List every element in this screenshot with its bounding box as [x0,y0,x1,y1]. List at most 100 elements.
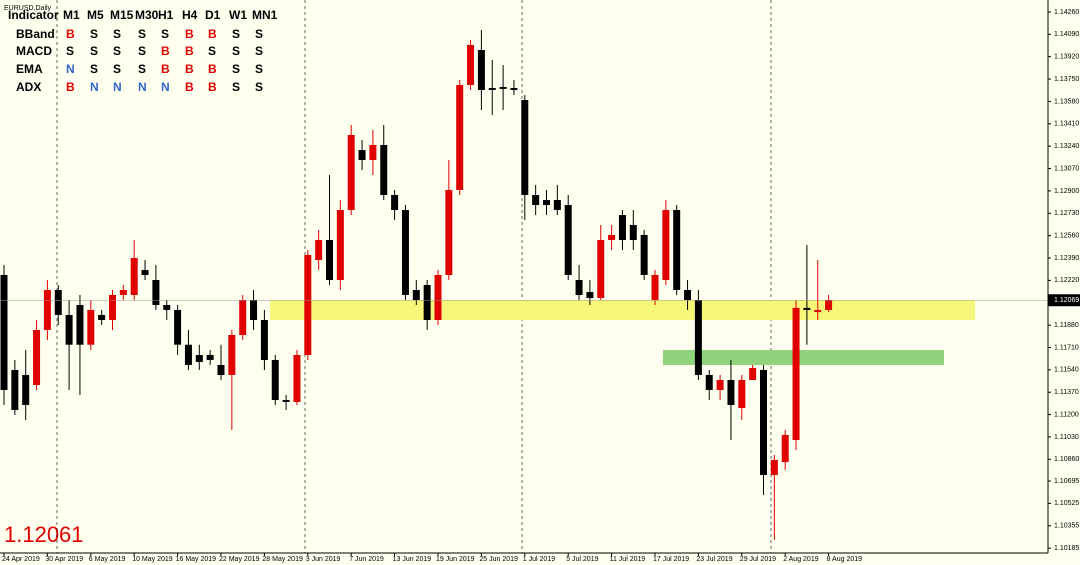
candle-body [738,379,746,409]
candle-body [293,354,301,402]
y-tick-label: 1.13070 [1054,165,1079,172]
candle-body [271,359,279,400]
candle-body [618,214,626,240]
y-tick-label: 1.10695 [1054,478,1079,485]
signal: S [161,27,169,41]
signal: S [90,44,98,58]
candle-body [33,329,41,385]
candle-body [434,274,442,320]
candle-body [336,209,344,280]
candle-body [22,374,30,405]
candle-body [326,239,333,280]
y-tick-label: 1.14090 [1054,31,1079,38]
signal: B [208,80,217,94]
x-tick-label: 10 May 2019 [132,556,173,563]
current-price-tag [1048,294,1080,307]
signal: N [161,80,170,94]
candle-body [206,354,214,360]
signal: S [208,44,216,58]
candle-body [684,289,692,300]
y-tick-label: 1.13240 [1054,143,1079,150]
candle-body [152,279,160,305]
y-tick-label: 1.10860 [1054,456,1079,463]
signal: B [161,44,170,58]
x-tick-label: 25 Jun 2019 [479,556,518,563]
candle-body [250,299,258,320]
bid-price: 1.12061 [4,522,84,547]
y-tick-label: 1.10355 [1054,523,1079,530]
price-zone [663,349,944,365]
x-tick-label: 23 Jul 2019 [696,556,732,563]
candle-body [412,289,420,300]
signal: B [208,27,217,41]
indicator-name: ADX [16,80,41,94]
candle-body [76,304,84,345]
signal: B [185,27,194,41]
candle-body [380,144,388,195]
signal: S [113,27,121,41]
candle-body [640,234,648,275]
signal: N [90,80,99,94]
candle-body [184,344,192,365]
candle-body [304,254,312,355]
candle-body [705,374,713,390]
table-header: W1 [229,8,247,22]
candle-body [553,199,561,210]
x-tick-label: 13 Jun 2019 [393,556,432,563]
candle-body [543,199,550,205]
x-tick-label: 5 Jul 2019 [566,556,598,563]
x-tick-label: 24 Apr 2019 [2,556,40,563]
chart-title: EURUSD,Daily [4,5,52,12]
candle-body [369,144,377,160]
x-tick-label: 30 Apr 2019 [45,556,83,563]
signal: S [232,27,240,41]
table-header: Indicator [8,8,59,22]
candle-body [803,307,811,310]
signal: N [138,80,147,94]
table-header: MN1 [252,8,278,22]
y-tick-label: 1.12220 [1054,277,1079,284]
signal: S [113,44,121,58]
candle-body [749,368,757,380]
candle-body [792,307,800,440]
y-tick-label: 1.11030 [1054,434,1079,441]
candle-body [467,44,475,85]
indicator-name: EMA [16,62,43,76]
candle-body [141,269,149,275]
x-tick-label: 1 Jul 2019 [523,556,555,563]
signal: S [255,27,263,41]
candle-body [282,399,290,402]
candle-body [445,189,453,275]
signal: N [66,62,75,76]
signal: S [66,44,74,58]
x-tick-label: 29 Jul 2019 [740,556,776,563]
signal: S [113,62,121,76]
y-tick-label: 1.13920 [1054,54,1079,61]
candle-body [629,224,637,240]
candle-body [575,279,583,295]
y-tick-label: 1.11540 [1054,367,1079,374]
signal: N [113,80,122,94]
x-tick-label: 2 Aug 2019 [783,556,819,563]
table-header: M1 [63,8,80,22]
signal: S [232,80,240,94]
candle-body [477,49,485,90]
signal: B [208,62,217,76]
y-tick-label: 1.11200 [1054,411,1079,418]
candle-body [781,434,789,463]
table-header: H1 [158,8,174,22]
table-header: M30 [135,8,159,22]
table-header: M5 [87,8,104,22]
signal: S [255,62,263,76]
signal: S [255,80,263,94]
candle-body [130,258,138,295]
y-tick-label: 1.10525 [1054,500,1079,507]
candle-body [564,204,572,275]
candle-body [217,364,225,375]
candle-body [163,304,171,310]
candle-body [65,314,73,345]
y-tick-label: 1.11880 [1054,322,1079,329]
